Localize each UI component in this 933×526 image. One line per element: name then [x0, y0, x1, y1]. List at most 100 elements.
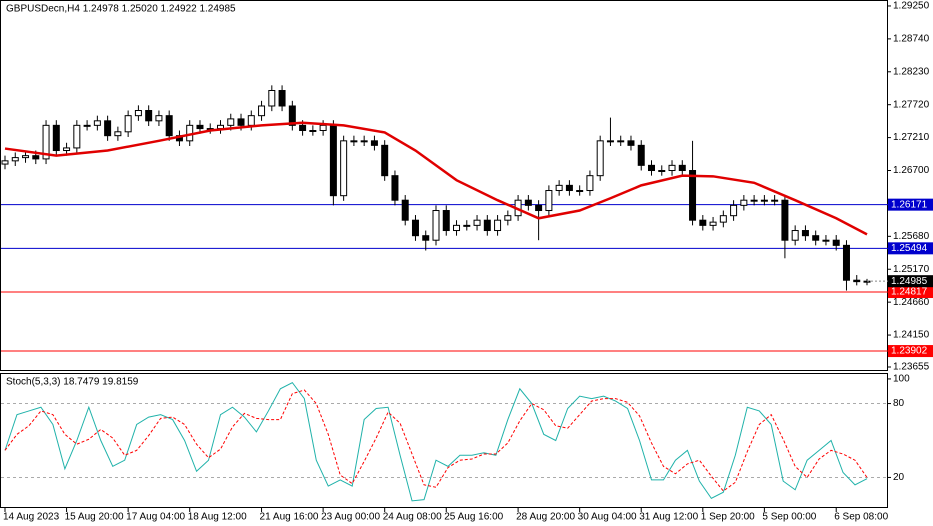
- candle-body: [104, 120, 112, 137]
- y-tick-label: 1.24150: [893, 330, 930, 341]
- stoch-line: [4, 389, 868, 492]
- x-tick-label: 24 Aug 08:00: [383, 512, 442, 523]
- candle-body: [524, 199, 532, 206]
- candle-body: [617, 140, 625, 143]
- candle-body: [370, 140, 378, 146]
- y-tick-label: 80: [893, 398, 905, 409]
- candle-body: [73, 124, 81, 149]
- candle-body: [227, 118, 235, 126]
- candle-body: [576, 190, 584, 193]
- x-tick-label: 15 Aug 20:00: [65, 512, 124, 523]
- candle-body: [689, 170, 697, 221]
- candle-body: [299, 124, 307, 132]
- candle-body: [93, 120, 101, 126]
- y-tick-label: 1.24660: [893, 297, 930, 308]
- candle-body: [411, 219, 419, 237]
- candle-body: [268, 89, 276, 107]
- candle-body: [258, 105, 266, 117]
- x-tick-label: 21 Aug 16:00: [260, 512, 319, 523]
- candle-body: [606, 140, 614, 143]
- candle-body: [730, 204, 738, 217]
- candle-body: [391, 175, 399, 201]
- candle-body: [196, 124, 204, 130]
- y-tick-label: 1.27210: [893, 132, 930, 143]
- candle-body: [791, 230, 799, 241]
- candle-body: [781, 199, 789, 241]
- level-label-box: [888, 242, 933, 255]
- candle-body: [668, 164, 676, 172]
- candle-body: [32, 155, 40, 160]
- x-tick-label: 14 Aug 2023: [3, 512, 60, 523]
- candle-body: [596, 140, 604, 177]
- x-tick-label: 6 Sep 08:00: [834, 512, 888, 523]
- y-tick-label: 1.23655: [893, 362, 930, 373]
- y-tick-label: 20: [893, 472, 905, 483]
- candle-body: [288, 105, 296, 126]
- candle-body: [771, 199, 779, 202]
- candle-body: [750, 199, 758, 202]
- candle-body: [237, 118, 245, 126]
- candle-body: [134, 110, 142, 117]
- candle-body: [463, 224, 471, 227]
- level-label: 1.26171: [891, 199, 928, 210]
- x-tick-label: 23 Aug 00:00: [321, 512, 380, 523]
- level-label: 1.23902: [891, 346, 928, 357]
- candle-body: [483, 219, 491, 232]
- candle-body: [432, 210, 440, 241]
- candle-body: [709, 221, 717, 226]
- candle-body: [319, 124, 327, 132]
- y-tick-label: 1.28230: [893, 66, 930, 77]
- candle-body: [473, 219, 481, 226]
- candle-body: [627, 140, 635, 146]
- candle-body: [124, 115, 132, 133]
- level-label: 1.24817: [891, 287, 928, 298]
- candle-body: [504, 215, 512, 221]
- candle-body: [658, 170, 666, 173]
- candle-body: [812, 235, 820, 241]
- x-tick-label: 5 Sep 00:00: [762, 512, 816, 523]
- candle-body: [545, 190, 553, 212]
- candle-body: [63, 147, 71, 152]
- candle-body: [648, 164, 655, 172]
- candle-body: [329, 124, 337, 197]
- candle-body: [740, 199, 748, 206]
- candle-body: [678, 164, 686, 172]
- candle-body: [42, 124, 50, 160]
- candle-body: [453, 224, 461, 232]
- stoch-line: [4, 381, 868, 502]
- y-tick-label: 100: [893, 374, 910, 385]
- level-label-box: [888, 345, 933, 358]
- candle-body: [22, 155, 30, 159]
- candle-body: [442, 210, 450, 232]
- candle-body: [842, 244, 850, 281]
- candle-body: [586, 175, 594, 192]
- x-tick-label: 1 Sep 20:00: [701, 512, 755, 523]
- y-tick-label: 1.28740: [893, 34, 930, 45]
- candle-body: [822, 239, 830, 242]
- candle-body: [719, 215, 727, 223]
- y-tick-label: 1.25680: [893, 231, 930, 242]
- candle-body: [381, 144, 389, 177]
- candle-body: [555, 184, 563, 192]
- candle-body: [114, 131, 122, 137]
- candle-body: [535, 204, 543, 212]
- y-tick-label: 1.29250: [893, 1, 930, 12]
- candle-body: [853, 279, 861, 283]
- candle-body: [52, 124, 60, 152]
- candle-body: [760, 199, 768, 202]
- stoch-panel: [0, 373, 888, 508]
- moving-average: [4, 121, 868, 236]
- candle-body: [350, 140, 358, 143]
- level-label: 1.25494: [891, 243, 928, 254]
- x-tick-label: 31 Aug 12:00: [639, 512, 698, 523]
- x-tick-label: 30 Aug 04:00: [578, 512, 637, 523]
- level-label-box: [888, 198, 933, 211]
- current-price-label: 1.24985: [891, 276, 928, 287]
- candle-body: [422, 235, 430, 241]
- candle-body: [565, 184, 573, 192]
- current-price-box: [888, 275, 933, 288]
- candle-body: [637, 144, 645, 166]
- main-panel: [0, 0, 888, 371]
